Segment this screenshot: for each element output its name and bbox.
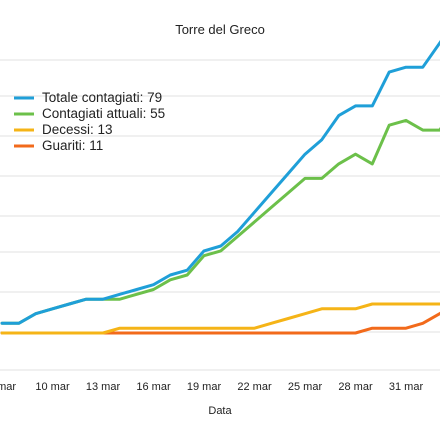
x-tick-label: 31 mar — [389, 381, 424, 393]
x-tick-label: 22 mar — [237, 381, 272, 393]
x-tick-label: 13 mar — [86, 381, 121, 393]
x-tick-label: 7 mar — [0, 381, 16, 393]
chart-title: Torre del Greco — [175, 22, 265, 37]
legend-label: Contagiati attuali: 55 — [42, 106, 165, 121]
legend-label: Guariti: 11 — [42, 138, 103, 153]
x-tick-label: 28 mar — [338, 381, 373, 393]
series-layer — [0, 40, 440, 335]
legend-label: Decessi: 13 — [42, 122, 113, 137]
series-line — [0, 40, 440, 325]
x-tick-label: 25 mar — [288, 381, 323, 393]
series-line — [0, 302, 440, 335]
legend-label: Totale contagiati: 79 — [42, 90, 162, 105]
x-axis-label: Data — [208, 405, 232, 417]
x-tick-label: 10 mar — [35, 381, 70, 393]
x-tick-labels: 7 mar 10 mar 13 mar 16 mar 19 mar 22 mar 25 ma… — [0, 381, 423, 393]
x-tick-label: 19 mar — [187, 381, 222, 393]
x-tick-label: 16 mar — [136, 381, 171, 393]
